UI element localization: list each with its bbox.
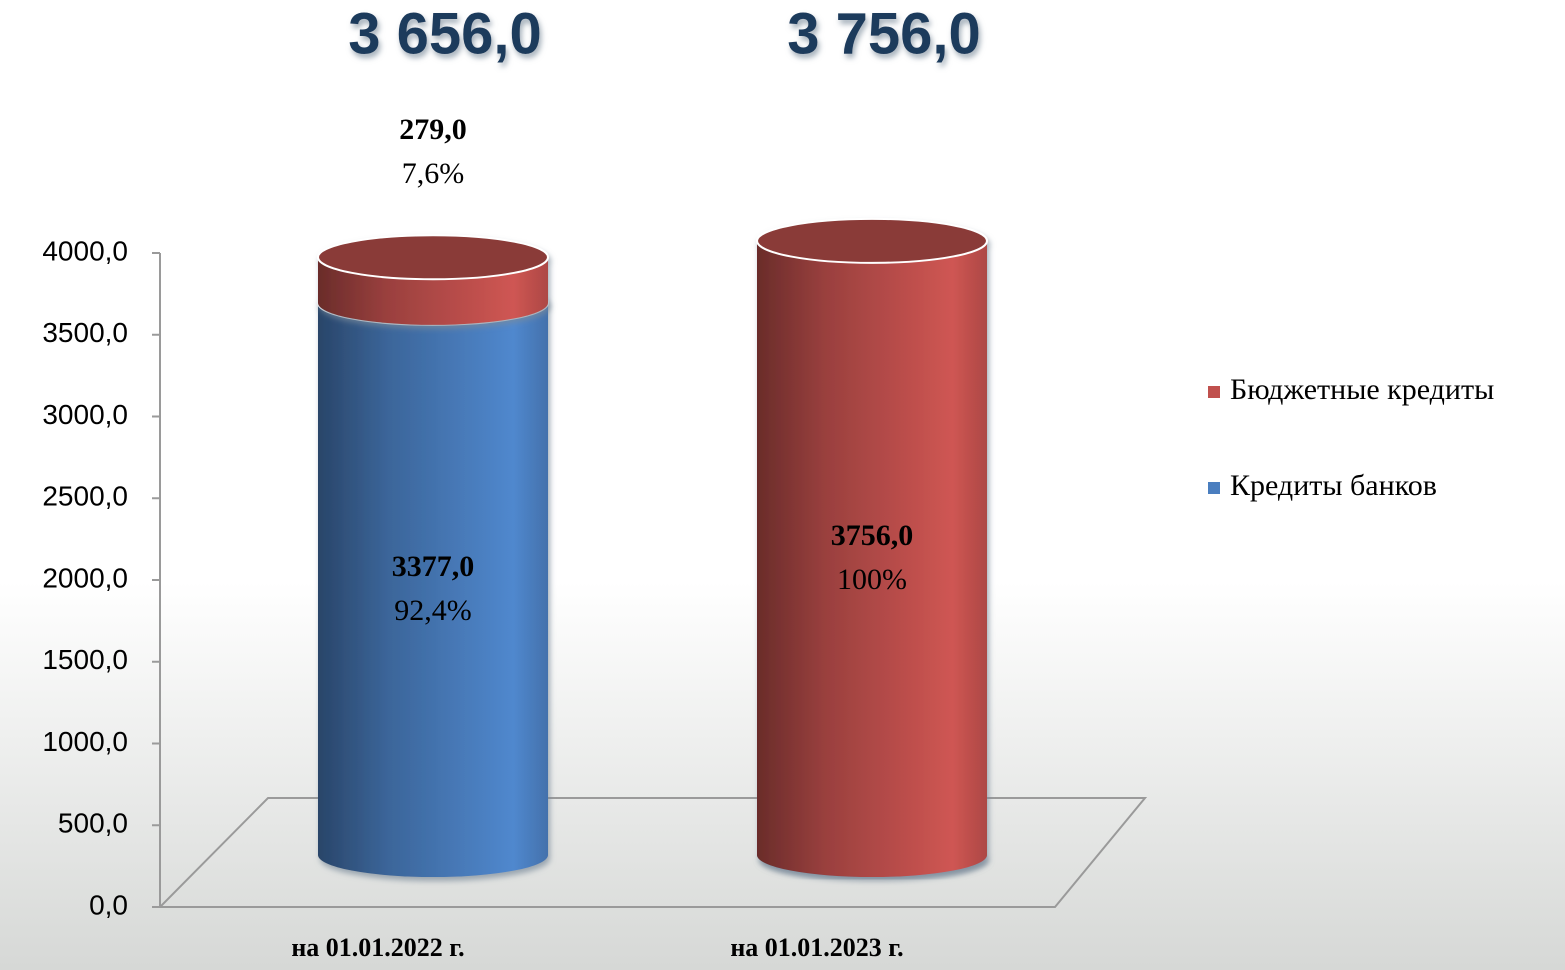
cylinder-top: [756, 217, 988, 264]
y-tick-label: 1000,0: [42, 726, 128, 757]
legend-swatch: [1208, 386, 1220, 398]
cylinder-top: [317, 234, 549, 281]
x-tick-label: на 01.01.2023 г.: [730, 933, 903, 962]
y-tick-label: 2000,0: [42, 562, 128, 593]
share-label: 100%: [837, 563, 907, 596]
data-label: 279,0: [399, 113, 467, 146]
y-tick-label: 3500,0: [42, 317, 128, 348]
cylinder-body: [318, 302, 548, 878]
cylinder-body: [757, 240, 987, 878]
legend-label: Бюджетные кредиты: [1230, 373, 1494, 406]
total-label: 3 656,0: [348, 1, 542, 66]
y-tick-label: 500,0: [58, 808, 128, 839]
y-tick-label: 0,0: [89, 889, 128, 920]
data-label: 3756,0: [831, 519, 914, 552]
legend-label: Кредиты банков: [1230, 469, 1437, 502]
data-label: 3377,0: [392, 550, 475, 583]
floor: [157, 797, 1148, 908]
y-tick-label: 3000,0: [42, 399, 128, 430]
x-tick-label: на 01.01.2022 г.: [291, 933, 464, 962]
cylinder-segment: [756, 217, 988, 878]
share-label: 7,6%: [402, 157, 465, 190]
y-tick-label: 2500,0: [42, 481, 128, 512]
cylinder-segment: [317, 234, 549, 325]
share-label: 92,4%: [394, 594, 472, 627]
y-tick-label: 4000,0: [42, 235, 128, 266]
total-label: 3 756,0: [787, 1, 981, 66]
legend-swatch: [1208, 482, 1220, 494]
y-tick-label: 1500,0: [42, 644, 128, 675]
